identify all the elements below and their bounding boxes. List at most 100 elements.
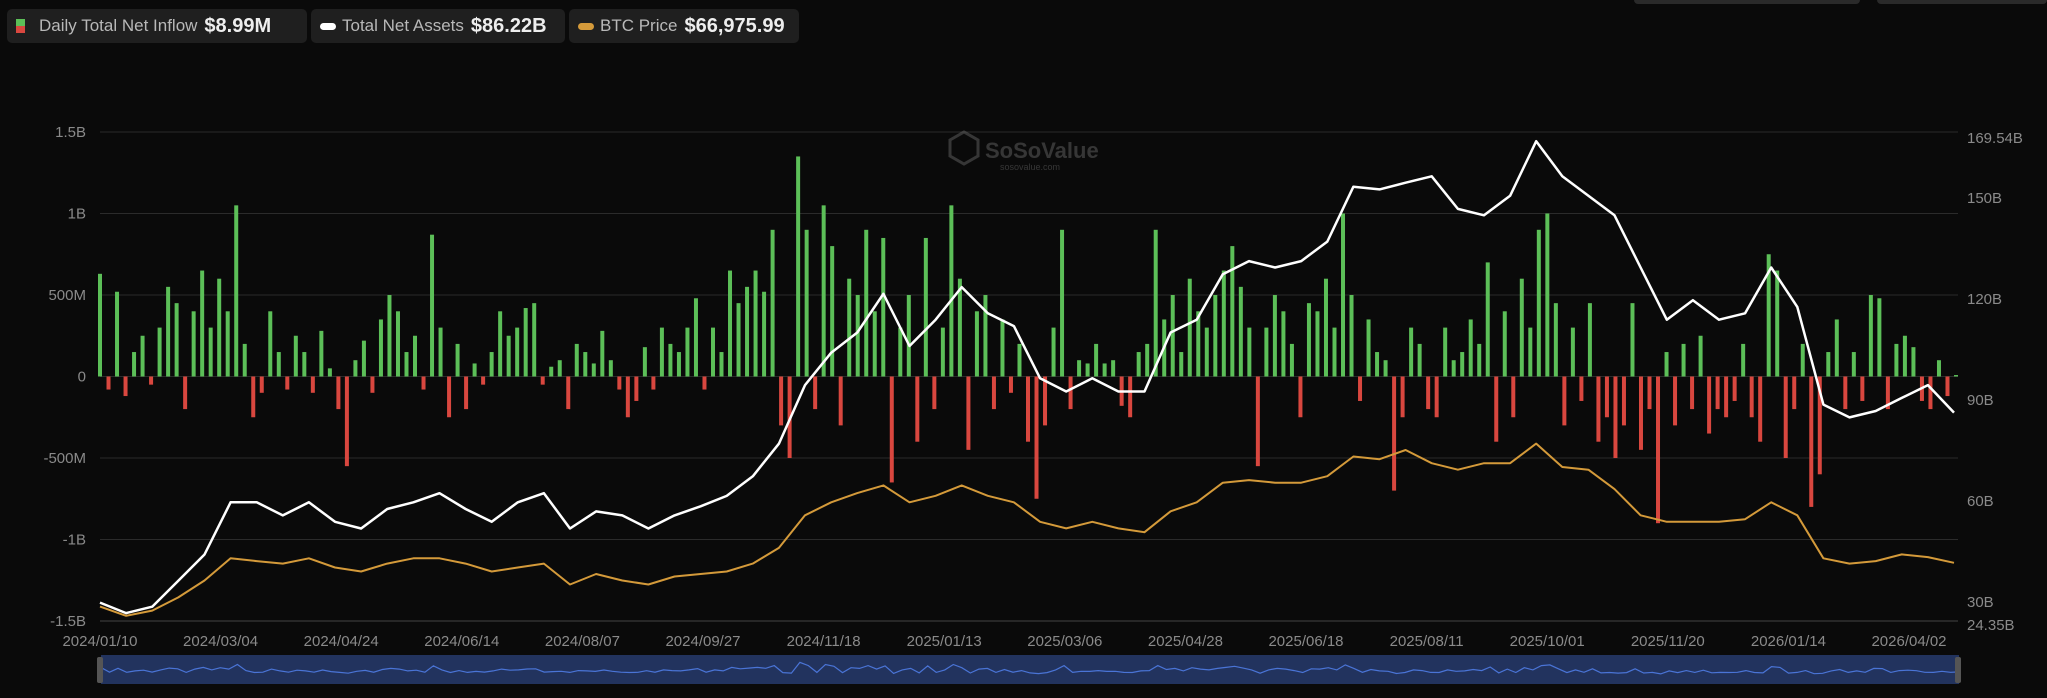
legend-label: Daily Total Net Inflow bbox=[39, 16, 198, 35]
x-axis-label: 2024/01/10 bbox=[62, 633, 137, 650]
legend-btc-price[interactable]: BTC Price $66,975.99 bbox=[569, 9, 799, 43]
inflow-bar bbox=[719, 352, 724, 377]
inflow-bar bbox=[174, 303, 179, 377]
inflow-bar bbox=[1051, 327, 1056, 377]
inflow-bar bbox=[991, 376, 996, 410]
inflow-bar bbox=[1213, 295, 1218, 377]
navigator-background bbox=[101, 655, 1959, 684]
legend-value: $8.99M bbox=[204, 14, 272, 37]
inflow-bar bbox=[557, 360, 562, 377]
inflow-bar bbox=[234, 205, 239, 377]
inflow-bar bbox=[268, 311, 273, 377]
x-axis-label: 2024/08/07 bbox=[545, 633, 620, 650]
legend-label: Total Net Assets bbox=[342, 16, 464, 35]
left-axis-label: 1.5B bbox=[55, 124, 86, 141]
inflow-bar bbox=[796, 156, 801, 377]
inflow-bar bbox=[974, 311, 979, 377]
inflow-bar bbox=[1562, 376, 1567, 426]
inflow-bar bbox=[1511, 376, 1516, 418]
inflow-bar bbox=[498, 311, 503, 377]
inflow-bar bbox=[1690, 376, 1695, 410]
inflow-bar bbox=[668, 343, 673, 377]
inflow-bar bbox=[549, 366, 554, 377]
inflow-bar bbox=[1358, 376, 1363, 401]
legend-value: $66,975.99 bbox=[684, 14, 785, 37]
inflow-bar bbox=[395, 311, 400, 377]
inflow-bar bbox=[1443, 327, 1448, 377]
inflow-bar bbox=[1289, 343, 1294, 377]
inflow-bar bbox=[1945, 376, 1950, 397]
watermark-url: sosovalue.com bbox=[1000, 162, 1060, 172]
inflow-bar bbox=[506, 335, 511, 377]
inflow-bar bbox=[217, 278, 222, 377]
x-axis-label: 2024/11/18 bbox=[787, 633, 861, 650]
inflow-bar bbox=[1255, 376, 1260, 467]
inflow-bar bbox=[1485, 262, 1490, 377]
right-axis-label: 30B bbox=[1967, 594, 1994, 611]
inflow-bar bbox=[923, 237, 928, 377]
inflow-bar bbox=[1306, 303, 1311, 377]
inflow-bar bbox=[123, 376, 128, 397]
inflow-bar bbox=[1060, 229, 1065, 377]
inflow-bar bbox=[1826, 352, 1831, 377]
inflow-bar bbox=[1664, 352, 1669, 377]
inflow-bar bbox=[1460, 352, 1465, 377]
inflow-bar bbox=[1077, 360, 1082, 377]
right-axis-label: 169.54B bbox=[1967, 130, 2023, 147]
inflow-bar bbox=[676, 352, 681, 377]
x-axis-label: 2025/08/11 bbox=[1390, 633, 1464, 650]
inflow-bar bbox=[1145, 343, 1150, 377]
inflow-bar bbox=[1221, 270, 1226, 377]
inflow-bar bbox=[1230, 246, 1235, 377]
inflow-bar bbox=[1638, 376, 1643, 450]
inflow-bar bbox=[634, 376, 639, 401]
inflow-bar bbox=[1102, 363, 1107, 377]
inflow-bar bbox=[1315, 311, 1320, 377]
x-axis-label: 2025/04/28 bbox=[1148, 633, 1223, 650]
inflow-bar bbox=[208, 327, 213, 377]
inflow-bar bbox=[779, 376, 784, 426]
inflow-bar bbox=[1519, 278, 1524, 377]
inflow-bar bbox=[1179, 352, 1184, 377]
inflow-bar bbox=[1851, 352, 1856, 377]
inflow-bar bbox=[1349, 295, 1354, 377]
inflow-bar bbox=[353, 360, 358, 377]
legend-daily-net-inflow[interactable]: Daily Total Net Inflow $8.99M bbox=[7, 9, 307, 43]
inflow-bar bbox=[813, 376, 818, 410]
inflow-bar bbox=[302, 352, 307, 377]
x-axis-label: 2025/06/18 bbox=[1268, 633, 1343, 650]
inflow-bar bbox=[702, 376, 707, 390]
inflow-bar bbox=[319, 330, 324, 377]
x-axis-label: 2025/01/13 bbox=[907, 633, 982, 650]
inflow-bar bbox=[710, 327, 715, 377]
inflow-bar bbox=[906, 295, 911, 377]
navigator-right-handle[interactable] bbox=[1955, 657, 1961, 683]
left-axis-label: 500M bbox=[48, 287, 86, 304]
bar-swatch-icon bbox=[16, 19, 25, 33]
inflow-bar bbox=[336, 376, 341, 410]
inflow-bar bbox=[1017, 343, 1022, 377]
inflow-bar bbox=[1817, 376, 1822, 475]
legend-total-net-assets[interactable]: Total Net Assets $86.22B bbox=[311, 9, 565, 43]
inflow-bar bbox=[1068, 376, 1073, 410]
range-navigator[interactable] bbox=[97, 655, 1961, 684]
inflow-bar bbox=[1656, 376, 1661, 524]
left-axis-label: -500M bbox=[43, 450, 86, 467]
inflow-bar bbox=[1247, 327, 1252, 377]
inflow-bar bbox=[1409, 327, 1414, 377]
inflow-bar bbox=[1536, 229, 1541, 377]
navigator-left-handle[interactable] bbox=[97, 657, 103, 683]
inflow-bar bbox=[1707, 376, 1712, 434]
toolbar-button-2[interactable] bbox=[1877, 0, 2047, 4]
x-axis-label: 2025/03/06 bbox=[1027, 633, 1102, 650]
inflow-bar bbox=[242, 343, 247, 377]
inflow-bar bbox=[1451, 360, 1456, 377]
inflow-bar bbox=[1894, 343, 1899, 377]
toolbar-button-1[interactable] bbox=[1634, 0, 1860, 4]
inflow-bar bbox=[889, 376, 894, 483]
inflow-bar bbox=[1834, 319, 1839, 377]
inflow-bar bbox=[898, 327, 903, 377]
inflow-bar bbox=[1281, 311, 1286, 377]
inflow-bar bbox=[1868, 295, 1873, 377]
